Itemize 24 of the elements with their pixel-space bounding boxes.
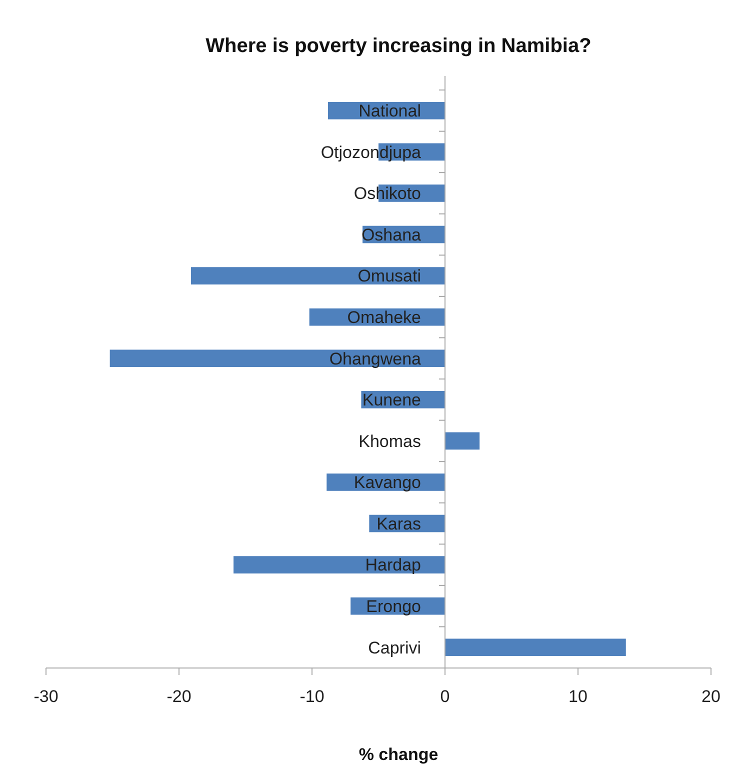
bar: [190, 267, 445, 284]
y-tick-label: Kavango: [354, 473, 421, 492]
x-tick-label: 20: [702, 687, 720, 706]
y-tick-label: Omaheke: [347, 308, 421, 328]
x-tick-label: 10: [568, 687, 588, 706]
x-tick-label: -10: [300, 687, 324, 706]
bar: [110, 350, 445, 368]
y-tick-label: National: [358, 102, 421, 121]
y-tick-label: Karas: [376, 514, 421, 534]
bar: [234, 556, 445, 574]
bar: [445, 432, 480, 450]
y-tick-label: Erongo: [366, 597, 421, 616]
y-tick-label: Khomas: [358, 432, 421, 451]
y-tick-label: Caprivi: [368, 638, 421, 658]
y-tick-label: Ohangwena: [329, 349, 422, 368]
x-tick-label: 0: [440, 687, 450, 706]
bar: [445, 638, 626, 656]
x-tick-label: -20: [166, 687, 192, 706]
x-tick-label: -30: [34, 687, 58, 706]
y-tick-label: Kunene: [362, 390, 421, 410]
chart-title: Where is poverty increasing in Namibia?: [206, 35, 592, 57]
y-tick-label: Omusati: [358, 266, 421, 286]
y-tick-label: Hardap: [365, 556, 421, 575]
x-axis-title: % change: [358, 745, 438, 764]
